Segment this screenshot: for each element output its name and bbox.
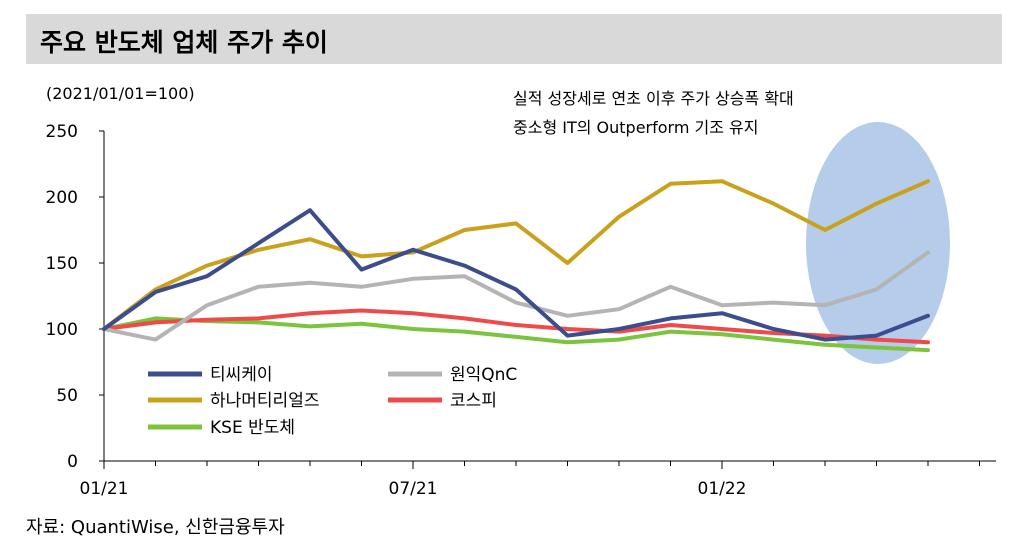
title-bar: 주요 반도체 업체 주가 추이 [26, 14, 1002, 64]
series-line [102, 316, 930, 353]
y-tick-label: 50 [56, 386, 78, 406]
annotation-line-2: 중소형 IT의 Outperform 기조 유지 [513, 118, 759, 137]
y-tick-label: 250 [46, 122, 78, 142]
source-note: 자료: QuantiWise, 신한금융투자 [26, 517, 285, 538]
x-tick-label: 01/22 [698, 479, 747, 499]
highlight-ellipse [806, 122, 950, 364]
annotation-line-1: 실적 성장세로 연초 이후 주가 상승폭 확대 [513, 89, 794, 108]
legend-label: 코스피 [450, 391, 497, 411]
y-tick-label: 150 [46, 254, 78, 274]
y-tick-label: 0 [67, 452, 78, 472]
y-tick-label: 100 [46, 320, 78, 340]
legend-label: 티씨케이 [210, 365, 273, 385]
series-line [102, 250, 930, 342]
chart-subtitle: (2021/01/01=100) [46, 84, 195, 103]
legend-label: 하나머티리얼즈 [210, 391, 319, 411]
chart-title: 주요 반도체 업체 주가 추이 [40, 28, 328, 57]
x-tick-label: 07/21 [389, 479, 438, 499]
x-tick-label: 01/21 [80, 479, 129, 499]
legend-label: 원익QnC [450, 365, 517, 385]
y-tick-label: 200 [46, 188, 78, 208]
series-line [102, 208, 930, 342]
legend-label: KSE 반도체 [210, 418, 295, 438]
series-line [102, 179, 930, 331]
